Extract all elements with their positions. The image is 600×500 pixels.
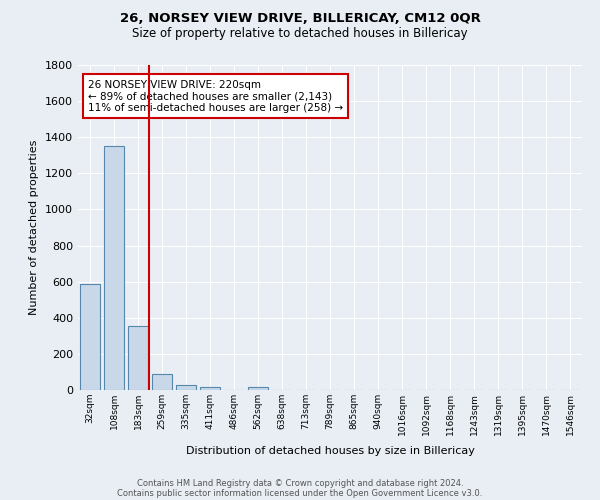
X-axis label: Distribution of detached houses by size in Billericay: Distribution of detached houses by size … [185, 446, 475, 456]
Text: 26, NORSEY VIEW DRIVE, BILLERICAY, CM12 0QR: 26, NORSEY VIEW DRIVE, BILLERICAY, CM12 … [119, 12, 481, 26]
Bar [152, 374, 172, 390]
Bar [248, 388, 268, 390]
Bar [200, 387, 220, 390]
Bar [176, 385, 196, 390]
Bar [104, 146, 124, 390]
Text: Contains public sector information licensed under the Open Government Licence v3: Contains public sector information licen… [118, 488, 482, 498]
Bar [128, 326, 148, 390]
Text: 26 NORSEY VIEW DRIVE: 220sqm
← 89% of detached houses are smaller (2,143)
11% of: 26 NORSEY VIEW DRIVE: 220sqm ← 89% of de… [88, 80, 343, 113]
Y-axis label: Number of detached properties: Number of detached properties [29, 140, 40, 315]
Text: Size of property relative to detached houses in Billericay: Size of property relative to detached ho… [132, 28, 468, 40]
Bar [80, 284, 100, 390]
Text: Contains HM Land Registry data © Crown copyright and database right 2024.: Contains HM Land Registry data © Crown c… [137, 478, 463, 488]
